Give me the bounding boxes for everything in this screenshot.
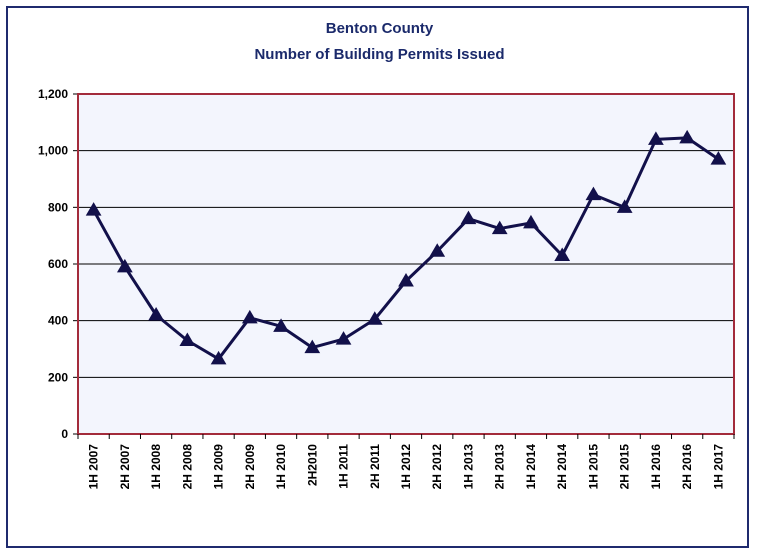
x-tick-label: 1H 2015: [586, 444, 600, 490]
x-tick-label: 2H2010: [305, 444, 319, 486]
data-point-marker: [116, 258, 133, 273]
x-tick-label: 1H 2013: [461, 444, 475, 490]
x-tick-label: 1H 2011: [337, 444, 351, 489]
x-tick-label: 2H 2016: [680, 444, 694, 490]
data-point-marker: [210, 350, 227, 365]
x-tick-label: 1H 2017: [711, 444, 725, 490]
x-tick-label: 1H 2016: [649, 444, 663, 490]
y-tick-label: 800: [48, 200, 68, 214]
data-point-marker: [148, 307, 164, 321]
y-tick-label: 200: [48, 370, 68, 384]
data-point-marker: [523, 214, 539, 229]
data-point-marker: [585, 186, 602, 201]
plot-border: [77, 93, 735, 435]
chart-title: Benton County: [325, 20, 434, 37]
y-tick-label: 0: [61, 427, 68, 441]
y-tick-label: 600: [48, 257, 68, 271]
x-tick-label: 2H 2011: [368, 444, 382, 489]
data-point-marker: [241, 309, 258, 324]
y-tick-label: 400: [48, 314, 68, 328]
x-tick-label: 1H 2007: [87, 444, 101, 490]
data-point-marker: [429, 243, 446, 257]
x-tick-label: 2H 2014: [555, 444, 569, 490]
data-point-marker: [304, 339, 321, 354]
x-tick-label: 2H 2008: [180, 444, 194, 490]
chart-subtitle: Number of Building Permits Issued: [254, 46, 505, 63]
data-point-marker: [366, 311, 383, 325]
x-tick-label: 2H 2009: [243, 444, 257, 490]
y-tick-label: 1,000: [38, 144, 68, 158]
data-point-marker: [710, 151, 727, 165]
data-point-marker: [554, 247, 571, 261]
data-point-marker: [335, 331, 352, 345]
x-tick-label: 1H 2009: [212, 444, 226, 490]
data-point-marker: [679, 129, 696, 144]
data-point-marker: [491, 220, 508, 235]
x-tick-label: 2H 2012: [430, 444, 444, 490]
data-point-marker: [273, 318, 289, 332]
x-tick-label: 2H 2013: [493, 444, 507, 490]
data-point-marker: [460, 210, 477, 225]
x-tick-label: 1H 2012: [399, 444, 413, 490]
x-tick-label: 2H 2007: [118, 444, 132, 490]
y-tick-label: 1,200: [38, 87, 68, 101]
x-tick-label: 1H 2010: [274, 444, 288, 490]
data-point-marker: [179, 332, 196, 346]
data-point-marker: [85, 202, 102, 216]
data-point-marker: [398, 273, 414, 287]
data-point-marker: [616, 199, 633, 213]
data-point-marker: [648, 131, 664, 145]
x-tick-label: 2H 2015: [618, 444, 632, 490]
x-tick-label: 1H 2014: [524, 444, 538, 490]
x-tick-label: 1H 2008: [149, 444, 163, 490]
